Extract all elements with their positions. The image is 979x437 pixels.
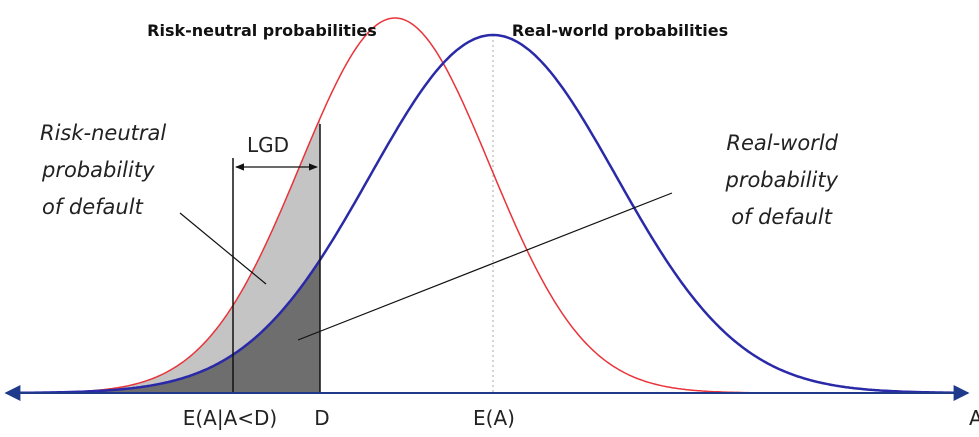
- annotation: probability: [41, 158, 155, 182]
- leader-line: [179, 212, 267, 285]
- annotation: probability: [724, 168, 838, 192]
- annotation: of default: [42, 195, 144, 219]
- annotation: Real-world: [726, 131, 838, 155]
- axis-label: E(A): [473, 406, 515, 430]
- leader-line: [297, 192, 673, 341]
- axis-label: E(A|A<D): [183, 406, 278, 430]
- lgd-label: LGD: [247, 133, 289, 157]
- axis-label: D: [314, 406, 329, 430]
- real-world-default-area: [20, 259, 320, 393]
- annotation: Risk-neutral: [40, 121, 166, 145]
- curve-label: Real-world probabilities: [512, 21, 728, 40]
- annotation: of default: [731, 205, 833, 229]
- risk-neutral-default-area: [20, 118, 320, 394]
- axis-label: A: [969, 406, 979, 430]
- curve-label: Risk-neutral probabilities: [147, 21, 377, 40]
- real-world-curve: [20, 33, 960, 395]
